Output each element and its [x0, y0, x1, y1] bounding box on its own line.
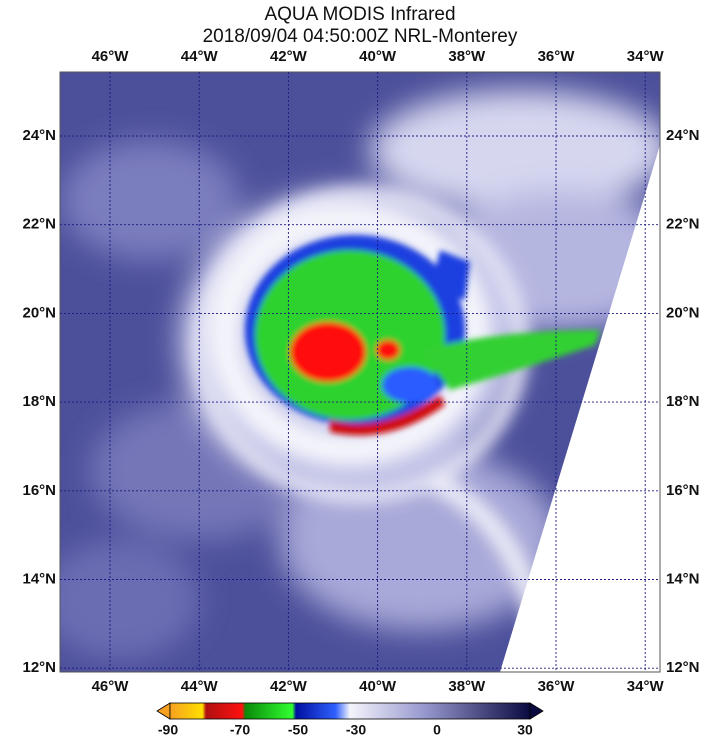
- lon-label-bottom: 34°W: [627, 678, 665, 695]
- lat-label-left: 18°N: [22, 393, 56, 410]
- colorbar-tick-label: -30: [346, 722, 366, 738]
- lat-label-left: 12°N: [22, 659, 56, 676]
- colorbar-ramp: [169, 702, 531, 720]
- lat-label-right: 22°N: [666, 216, 700, 233]
- lat-label-left: 24°N: [22, 127, 56, 144]
- lat-label-left: 20°N: [22, 304, 56, 321]
- colorbar-tick-label: 30: [517, 722, 533, 738]
- lon-label-top: 40°W: [359, 48, 397, 65]
- lon-label-top: 42°W: [270, 48, 308, 65]
- lat-label-right: 24°N: [666, 127, 700, 144]
- lat-label-left: 16°N: [22, 482, 56, 499]
- lon-label-top: 38°W: [448, 48, 486, 65]
- lon-label-bottom: 38°W: [448, 678, 486, 695]
- subtitle: 2018/09/04 04:50:00Z NRL-Monterey: [203, 26, 518, 47]
- title: AQUA MODIS Infrared: [264, 4, 455, 25]
- lon-label-top: 34°W: [627, 48, 665, 65]
- lat-label-left: 22°N: [22, 216, 56, 233]
- colorbar-ticks: -90 -70 -50 -30 0 30: [158, 722, 533, 738]
- lat-label-right: 12°N: [666, 659, 700, 676]
- lon-label-top: 46°W: [92, 48, 130, 65]
- colorbar-tick-label: -50: [288, 722, 308, 738]
- satellite-image: [60, 72, 660, 672]
- geo-labels: 46°W 46°W 44°W 44°W 42°W 42°W 40°W 40°W 38°W 38°W…: [22, 48, 699, 695]
- lon-label-bottom: 44°W: [181, 678, 219, 695]
- cold-cloud-tops: [245, 235, 600, 436]
- lat-label-right: 16°N: [666, 482, 700, 499]
- colorbar-tick-label: -70: [230, 722, 250, 738]
- colorbar: [156, 702, 544, 720]
- lon-label-top: 44°W: [181, 48, 219, 65]
- map-frame: [59, 71, 661, 673]
- colorbar-low-arrow: [156, 702, 171, 720]
- lon-label-bottom: 40°W: [359, 678, 397, 695]
- lon-label-bottom: 46°W: [92, 678, 130, 695]
- lon-label-bottom: 42°W: [270, 678, 308, 695]
- lon-label-bottom: 36°W: [538, 678, 576, 695]
- lat-label-right: 14°N: [666, 570, 700, 587]
- colorbar-tick-label: 0: [433, 722, 441, 738]
- graticule: [60, 72, 660, 672]
- lat-label-right: 18°N: [666, 393, 700, 410]
- colorbar-high-arrow: [529, 702, 544, 720]
- lon-label-top: 36°W: [538, 48, 576, 65]
- colorbar-tick-label: -90: [158, 722, 178, 738]
- swath-gap: [500, 145, 660, 672]
- lat-label-right: 20°N: [666, 304, 700, 321]
- lat-label-left: 14°N: [22, 570, 56, 587]
